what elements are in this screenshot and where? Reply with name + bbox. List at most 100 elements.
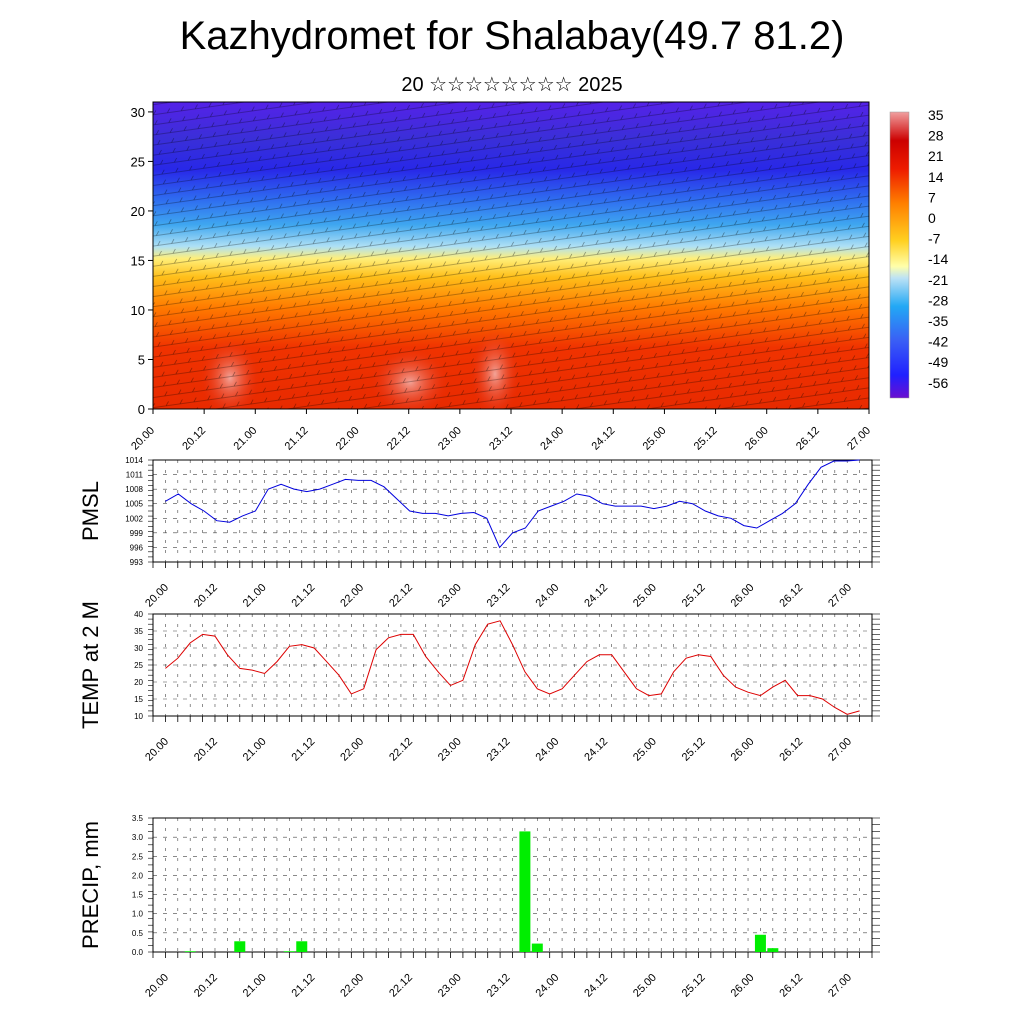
temp-y-tick-label: 40 xyxy=(134,610,143,619)
temp-x-tick-label: 21.12 xyxy=(290,736,318,764)
precip-y-tick-label: 3.0 xyxy=(132,833,144,842)
heatmap-x-tick-label: 24.00 xyxy=(538,425,566,453)
colorbar-label: -21 xyxy=(928,272,948,288)
pmsl-y-tick-label: 996 xyxy=(130,543,144,552)
heatmap-y-tick-label: 10 xyxy=(131,303,145,318)
pmsl-x-tick-label: 22.00 xyxy=(338,582,366,610)
pmsl-x-tick-label: 20.12 xyxy=(192,582,220,610)
pmsl-x-tick-label: 27.00 xyxy=(826,582,854,610)
pmsl-frame xyxy=(152,459,873,563)
precip-x-tick-label: 22.00 xyxy=(338,972,366,1000)
pmsl-y-tick-label: 1011 xyxy=(126,471,144,480)
colorbar-label: -49 xyxy=(928,354,948,370)
temp-y-tick-label: 15 xyxy=(134,695,143,704)
pmsl-y-axis-label: PMSL xyxy=(78,481,103,541)
temp-y-tick-label: 20 xyxy=(134,678,143,687)
precip-panel: 0.0 0.5 1.0 1.5 2.0 2.5 3.0 3.5 20.00 20.12 21.00 2… xyxy=(78,814,880,1000)
heatmap-x-tick-label: 24.12 xyxy=(589,425,617,453)
heatmap-y-tick-label: 25 xyxy=(131,154,145,169)
pmsl-x-tick-label: 21.12 xyxy=(290,582,318,610)
precip-frame xyxy=(152,817,873,953)
heatmap-y-tick-label: 5 xyxy=(138,352,145,367)
precip-bar xyxy=(184,951,196,952)
temp-frame xyxy=(152,613,873,717)
precip-bar xyxy=(296,941,308,952)
pmsl-x-tick-label: 24.00 xyxy=(533,582,561,610)
colorbar-label: 14 xyxy=(928,169,944,185)
precip-x-tick-label: 23.12 xyxy=(485,972,513,1000)
colorbar-label: -56 xyxy=(928,375,948,391)
heatmap-x-tick-label: 20.00 xyxy=(129,425,157,453)
colorbar-label: -14 xyxy=(928,251,948,267)
precip-x-tick-label: 24.12 xyxy=(582,972,610,1000)
precip-x-tick-label: 26.12 xyxy=(777,972,805,1000)
heatmap-x-tick-label: 21.12 xyxy=(283,425,311,453)
pmsl-x-tick-label: 21.00 xyxy=(241,582,269,610)
heatmap-panel: 0 5 10 15 20 25 30 20.00 20.12 21.00 21.12 22.00 22… xyxy=(129,101,873,453)
precip-x-tick-label: 20.12 xyxy=(192,972,220,1000)
pmsl-x-tick-label: 20.00 xyxy=(143,582,171,610)
precip-bar xyxy=(531,943,543,952)
temp-series-line xyxy=(165,620,860,715)
temp-x-tick-label: 25.00 xyxy=(631,736,659,764)
precip-y-tick-label: 2.5 xyxy=(132,852,144,861)
heatmap-x-tick-label: 25.00 xyxy=(641,425,669,453)
temp-x-tick-label: 25.12 xyxy=(680,736,708,764)
precip-x-tick-label: 25.00 xyxy=(631,972,659,1000)
pmsl-x-tick-label: 25.00 xyxy=(631,582,659,610)
colorbar-label: -35 xyxy=(928,313,948,329)
precip-y-axis-label: PRECIP, mm xyxy=(78,821,103,949)
pmsl-x-tick-label: 23.00 xyxy=(436,582,464,610)
heatmap-x-tick-label: 20.12 xyxy=(180,425,208,453)
heatmap-x-tick-label: 22.12 xyxy=(385,425,413,453)
heatmap-x-tick-label: 27.00 xyxy=(845,425,873,453)
temp-x-tick-label: 21.00 xyxy=(241,736,269,764)
temp-y-tick-label: 25 xyxy=(134,661,143,670)
colorbar-label: 35 xyxy=(928,107,944,123)
colorbar-gradient xyxy=(889,111,910,399)
temp-x-tick-label: 20.00 xyxy=(143,736,171,764)
precip-bar xyxy=(519,831,531,952)
temp-x-tick-label: 20.12 xyxy=(192,736,220,764)
heatmap-x-tick-label: 21.00 xyxy=(231,425,259,453)
heatmap-y-tick-label: 30 xyxy=(131,105,145,120)
pmsl-x-tick-label: 26.12 xyxy=(777,582,805,610)
wind-barbs-overlay xyxy=(153,102,869,409)
pmsl-series-line xyxy=(165,459,860,549)
temp-x-tick-label: 22.12 xyxy=(387,736,415,764)
colorbar-label: 21 xyxy=(928,148,944,164)
pmsl-y-tick-label: 999 xyxy=(130,529,144,538)
temp-y-tick-label: 10 xyxy=(134,712,143,721)
temp-y-tick-label: 35 xyxy=(134,627,143,636)
colorbar-label: -7 xyxy=(928,231,941,247)
temp-x-tick-label: 24.12 xyxy=(582,736,610,764)
precip-x-tick-label: 25.12 xyxy=(680,972,708,1000)
precip-y-tick-label: 0.5 xyxy=(132,929,144,938)
precip-x-tick-label: 22.12 xyxy=(387,972,415,1000)
precip-x-tick-label: 21.00 xyxy=(241,972,269,1000)
temp-y-axis-label: TEMP at 2 M xyxy=(78,601,103,729)
heatmap-x-tick-label: 25.12 xyxy=(692,425,720,453)
pmsl-y-tick-label: 1002 xyxy=(125,514,143,523)
colorbar-label: 0 xyxy=(928,210,936,226)
precip-x-tick-label: 26.00 xyxy=(729,972,757,1000)
precip-y-tick-label: 1.5 xyxy=(132,891,144,900)
precip-x-tick-label: 27.00 xyxy=(826,972,854,1000)
pmsl-x-tick-label: 23.12 xyxy=(485,582,513,610)
precip-y-tick-label: 1.0 xyxy=(132,910,144,919)
chart-subtitle: 20 ☆☆☆☆☆☆☆☆ 2025 xyxy=(401,74,623,96)
precip-x-tick-label: 24.00 xyxy=(533,972,561,1000)
pmsl-y-tick-label: 1014 xyxy=(125,456,143,465)
precip-bar xyxy=(234,941,246,952)
heatmap-x-tick-label: 26.00 xyxy=(743,425,771,453)
colorbar: 35 28 21 14 7 0 -7 -14 -21 -28 -35 -42 -49 -56 xyxy=(889,107,948,399)
heatmap-y-tick-label: 15 xyxy=(131,253,145,268)
heatmap-y-axis: 0 5 10 15 20 25 30 xyxy=(131,105,153,417)
temp-x-tick-label: 26.00 xyxy=(729,736,757,764)
heatmap-x-tick-label: 26.12 xyxy=(794,425,822,453)
temp-x-tick-label: 27.00 xyxy=(826,736,854,764)
pmsl-y-tick-label: 1008 xyxy=(125,485,143,494)
pmsl-x-tick-label: 25.12 xyxy=(680,582,708,610)
temp-x-tick-label: 24.00 xyxy=(533,736,561,764)
